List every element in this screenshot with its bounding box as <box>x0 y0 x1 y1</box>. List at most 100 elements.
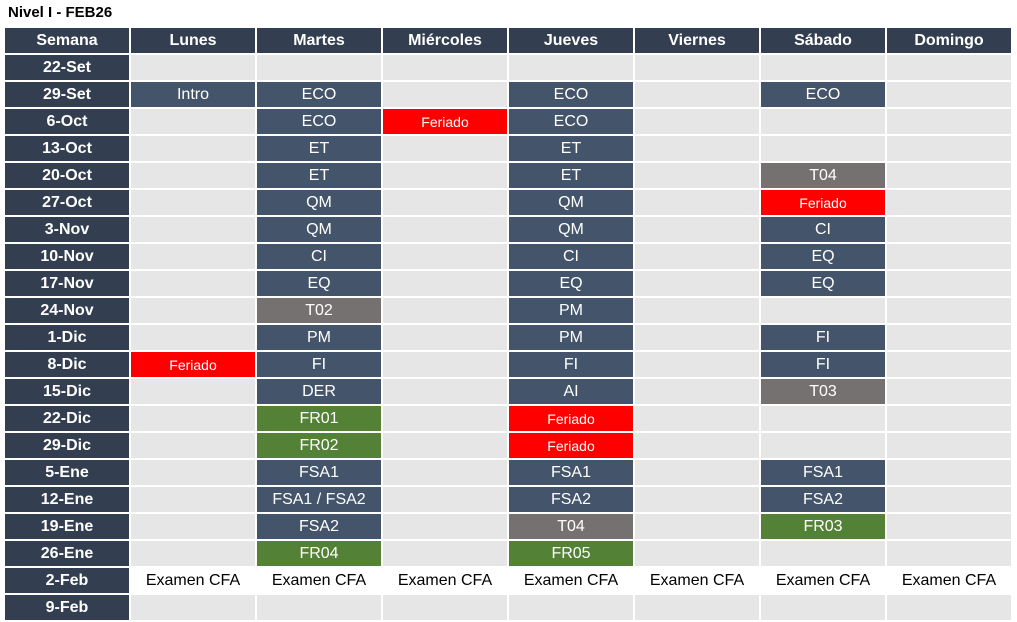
column-header: Domingo <box>887 28 1013 55</box>
schedule-cell: ET <box>509 136 635 163</box>
schedule-cell: Feriado <box>131 352 257 379</box>
empty-cell <box>635 271 761 298</box>
empty-cell <box>383 433 509 460</box>
schedule-cell: FI <box>257 352 383 379</box>
empty-cell <box>887 136 1013 163</box>
week-label: 15-Dic <box>5 379 131 406</box>
schedule-cell: AI <box>509 379 635 406</box>
column-header: Lunes <box>131 28 257 55</box>
empty-cell <box>383 352 509 379</box>
empty-cell <box>131 217 257 244</box>
schedule-cell: Feriado <box>383 109 509 136</box>
week-label: 20-Oct <box>5 163 131 190</box>
schedule-cell: Examen CFA <box>383 568 509 595</box>
schedule-cell: Examen CFA <box>509 568 635 595</box>
schedule-cell: Examen CFA <box>761 568 887 595</box>
empty-cell <box>887 541 1013 568</box>
schedule-cell: FI <box>761 325 887 352</box>
schedule-cell: FSA2 <box>257 514 383 541</box>
schedule-cell: FSA1 <box>509 460 635 487</box>
empty-cell <box>635 460 761 487</box>
week-label: 13-Oct <box>5 136 131 163</box>
empty-cell <box>383 514 509 541</box>
week-label: 24-Nov <box>5 298 131 325</box>
schedule-cell: Intro <box>131 82 257 109</box>
empty-cell <box>257 55 383 82</box>
empty-cell <box>131 379 257 406</box>
schedule-cell: DER <box>257 379 383 406</box>
empty-cell <box>887 163 1013 190</box>
schedule-cell: ET <box>257 136 383 163</box>
empty-cell <box>131 244 257 271</box>
schedule-cell: CI <box>509 244 635 271</box>
schedule-cell: T03 <box>761 379 887 406</box>
empty-cell <box>635 595 761 622</box>
week-label: 12-Ene <box>5 487 131 514</box>
schedule-cell: QM <box>257 190 383 217</box>
schedule-cell: ECO <box>257 82 383 109</box>
empty-cell <box>383 271 509 298</box>
empty-cell <box>887 514 1013 541</box>
empty-cell <box>635 406 761 433</box>
empty-cell <box>131 298 257 325</box>
empty-cell <box>887 379 1013 406</box>
empty-cell <box>383 595 509 622</box>
week-label: 6-Oct <box>5 109 131 136</box>
empty-cell <box>131 271 257 298</box>
schedule-cell: FR02 <box>257 433 383 460</box>
schedule-cell: ECO <box>509 109 635 136</box>
empty-cell <box>761 136 887 163</box>
empty-cell <box>131 433 257 460</box>
week-label: 22-Set <box>5 55 131 82</box>
empty-cell <box>383 163 509 190</box>
empty-cell <box>383 541 509 568</box>
empty-cell <box>761 109 887 136</box>
schedule-cell: CI <box>761 217 887 244</box>
empty-cell <box>131 406 257 433</box>
empty-cell <box>761 406 887 433</box>
schedule-cell: ET <box>257 163 383 190</box>
schedule-cell: Feriado <box>509 433 635 460</box>
empty-cell <box>131 487 257 514</box>
empty-cell <box>761 55 887 82</box>
empty-cell <box>131 163 257 190</box>
week-label: 8-Dic <box>5 352 131 379</box>
empty-cell <box>887 82 1013 109</box>
empty-cell <box>635 433 761 460</box>
empty-cell <box>887 325 1013 352</box>
schedule-cell: ECO <box>509 82 635 109</box>
week-label: 10-Nov <box>5 244 131 271</box>
empty-cell <box>635 298 761 325</box>
empty-cell <box>761 541 887 568</box>
empty-cell <box>887 433 1013 460</box>
schedule-cell: T04 <box>761 163 887 190</box>
empty-cell <box>887 109 1013 136</box>
schedule-cell: T04 <box>509 514 635 541</box>
empty-cell <box>887 406 1013 433</box>
schedule-cell: EQ <box>761 271 887 298</box>
week-label: 1-Dic <box>5 325 131 352</box>
empty-cell <box>383 379 509 406</box>
empty-cell <box>509 595 635 622</box>
week-label: 29-Dic <box>5 433 131 460</box>
empty-cell <box>635 244 761 271</box>
column-header: Miércoles <box>383 28 509 55</box>
empty-cell <box>635 55 761 82</box>
empty-cell <box>383 217 509 244</box>
week-label: 27-Oct <box>5 190 131 217</box>
week-label: 3-Nov <box>5 217 131 244</box>
column-header: Jueves <box>509 28 635 55</box>
column-header: Semana <box>5 28 131 55</box>
schedule-cell: Examen CFA <box>131 568 257 595</box>
schedule-cell: EQ <box>761 244 887 271</box>
empty-cell <box>635 487 761 514</box>
schedule-cell: FR04 <box>257 541 383 568</box>
empty-cell <box>383 298 509 325</box>
schedule-cell: Examen CFA <box>887 568 1013 595</box>
empty-cell <box>887 190 1013 217</box>
empty-cell <box>635 109 761 136</box>
empty-cell <box>635 190 761 217</box>
column-header: Sábado <box>761 28 887 55</box>
schedule-cell: PM <box>509 325 635 352</box>
schedule-cell: Examen CFA <box>635 568 761 595</box>
